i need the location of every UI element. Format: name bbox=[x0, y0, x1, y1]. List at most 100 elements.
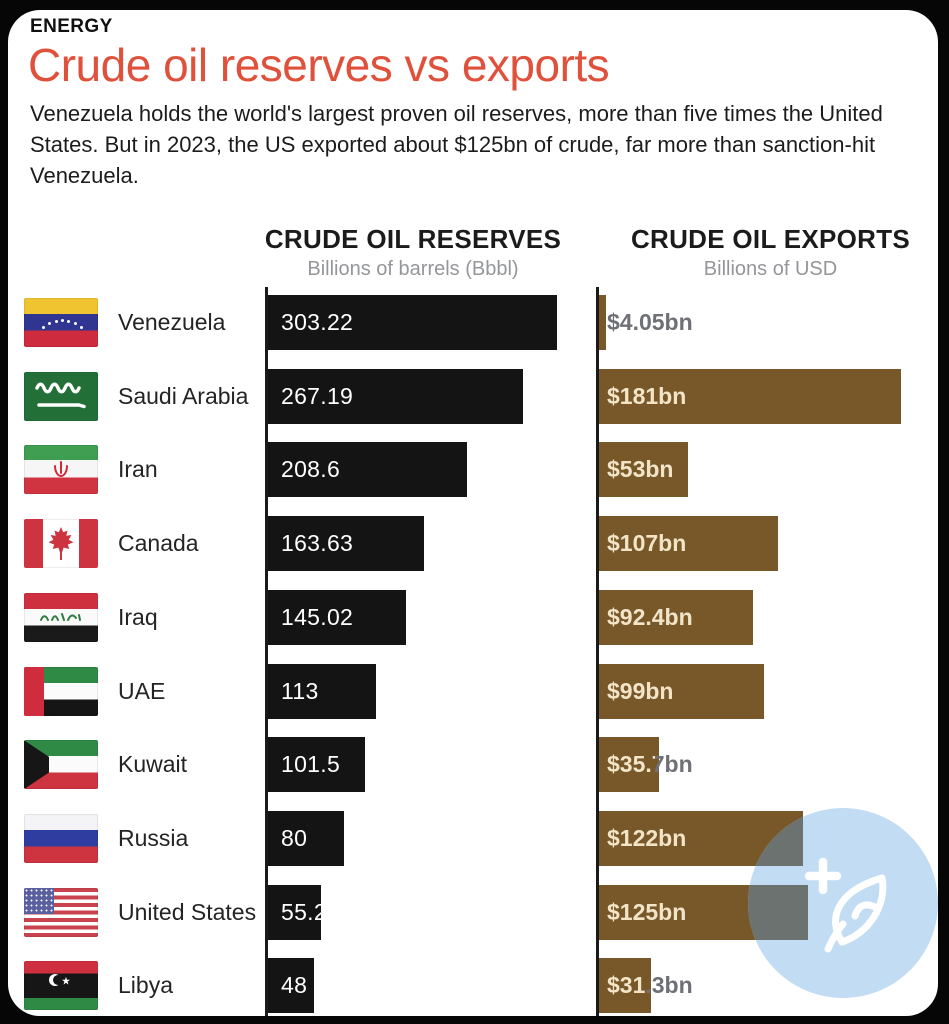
exports-bar bbox=[599, 516, 778, 572]
reserves-value: 55.2 bbox=[281, 898, 327, 925]
reserves-value: 80 bbox=[281, 824, 308, 851]
reserves-axis-line bbox=[265, 287, 268, 1016]
chart-row-iraq: Iraq 145.02 $92.4bn $92.4bn bbox=[8, 589, 938, 645]
chart-row-kuwait: Kuwait 101.5 $35.7bn $35.7bn bbox=[8, 737, 938, 793]
flag-kuwait bbox=[24, 740, 98, 790]
chart-row-iran: Iran 208.6 $53bn $53bn bbox=[8, 442, 938, 498]
country-label: Saudi Arabia bbox=[118, 382, 249, 409]
exports-value-outside: $4.05bn bbox=[607, 309, 693, 335]
reserves-value: 208.6 bbox=[281, 456, 341, 483]
reserves-bar: 163.63 bbox=[268, 516, 424, 572]
reserves-bar: 145.02 bbox=[268, 589, 407, 645]
exports-value-outside: $107bn bbox=[607, 530, 687, 557]
reserves-bar: 303.22 bbox=[268, 295, 557, 350]
exports-axis-line bbox=[596, 287, 599, 1016]
exports-value-clip: $31.3bn bbox=[599, 958, 647, 1013]
exports-bar bbox=[599, 589, 754, 645]
flag-saudi-arabia bbox=[24, 371, 98, 421]
exports-value-outside: $53bn bbox=[607, 456, 674, 483]
reserves-value: 267.19 bbox=[281, 382, 354, 409]
country-label: Libya bbox=[118, 972, 173, 999]
reserves-value: 163.63 bbox=[281, 530, 354, 557]
reserves-value: 101.5 bbox=[281, 751, 341, 778]
exports-value-clip: $92.4bn bbox=[599, 590, 749, 645]
exports-value: $107bn bbox=[607, 530, 687, 557]
flag-uae bbox=[24, 666, 98, 716]
reserves-value: 303.22 bbox=[281, 309, 354, 335]
chart-row-canada: Canada 163.63 $107bn $107bn bbox=[8, 516, 938, 572]
reserves-value: 145.02 bbox=[281, 603, 354, 630]
exports-bar bbox=[599, 442, 688, 498]
reserves-bar: 80 bbox=[268, 810, 345, 866]
country-label: Venezuela bbox=[118, 309, 226, 335]
exports-value: $35.7bn bbox=[607, 751, 655, 778]
country-label: Iran bbox=[118, 456, 158, 483]
reserves-bar: 113 bbox=[268, 663, 376, 719]
exports-value-clip: $107bn bbox=[599, 516, 774, 571]
exports-bar bbox=[599, 737, 659, 793]
chart-row-united-states: United States 55.2 $125bn $125bn bbox=[8, 884, 938, 940]
watermark-overlapped-bar bbox=[748, 810, 803, 866]
exports-value-outside: $181bn bbox=[607, 382, 687, 409]
chart-row-saudi-arabia: Saudi Arabia 267.19 $181bn $181bn bbox=[8, 368, 938, 424]
exports-value-clip: $122bn bbox=[599, 811, 799, 866]
exports-value: $92.4bn bbox=[607, 603, 693, 630]
flag-russia bbox=[24, 813, 98, 863]
country-label: United States bbox=[118, 898, 257, 925]
flag-iran bbox=[24, 445, 98, 495]
country-label: Russia bbox=[118, 824, 189, 851]
exports-value: $122bn bbox=[607, 824, 687, 851]
exports-bar bbox=[599, 663, 765, 719]
chart-row-venezuela: Venezuela 303.22 $4.05bn $4.05bn bbox=[8, 295, 938, 350]
reserves-column-unit: Billions of barrels (Bbbl) bbox=[307, 258, 519, 280]
exports-column-unit: Billions of USD bbox=[703, 258, 838, 280]
reserves-bar: 101.5 bbox=[268, 737, 365, 793]
country-label: Canada bbox=[118, 530, 199, 557]
exports-value-clip: $99bn bbox=[599, 664, 760, 719]
reserves-column-title: CRUDE OIL RESERVES bbox=[264, 224, 562, 254]
exports-value: $31.3bn bbox=[607, 972, 647, 999]
chart-row-uae: UAE 113 $99bn $99bn bbox=[8, 663, 938, 719]
reserves-bar: 267.19 bbox=[268, 368, 523, 424]
exports-bar bbox=[599, 958, 652, 1014]
country-label: Kuwait bbox=[118, 751, 188, 778]
exports-value: $125bn bbox=[607, 898, 687, 925]
watermark-circle bbox=[748, 808, 938, 998]
reserves-bar: 208.6 bbox=[268, 442, 467, 498]
exports-value-outside: $99bn bbox=[607, 677, 674, 704]
page-title: Crude oil reserves vs exports bbox=[28, 39, 610, 91]
flag-iraq bbox=[24, 592, 98, 642]
exports-value-outside: $35.7bn bbox=[607, 751, 693, 778]
exports-value: $53bn bbox=[607, 456, 674, 483]
exports-value: $181bn bbox=[607, 382, 687, 409]
exports-value: $4.05bn bbox=[599, 295, 602, 350]
exports-value-clip: $53bn bbox=[599, 442, 684, 497]
flag-venezuela bbox=[24, 298, 98, 347]
exports-value-outside: $31.3bn bbox=[607, 972, 693, 999]
reserves-bar: 55.2 bbox=[268, 884, 327, 940]
infographic-card: ENERGY Crude oil reserves vs exports Ven… bbox=[8, 10, 938, 1016]
chart-row-russia: Russia 80 $122bn $122bn bbox=[8, 810, 938, 866]
exports-value-outside: $122bn bbox=[607, 824, 687, 851]
flag-libya bbox=[24, 961, 98, 1011]
reserves-value: 113 bbox=[281, 677, 319, 704]
exports-column-title: CRUDE OIL EXPORTS bbox=[630, 224, 911, 254]
page-intro: Venezuela holds the world's largest prov… bbox=[30, 101, 883, 188]
exports-bar bbox=[599, 368, 902, 424]
exports-value-clip: $4.05bn bbox=[599, 295, 602, 350]
reserves-column-header: CRUDE OIL RESERVES Billions of barrels (… bbox=[248, 224, 578, 281]
exports-value: $99bn bbox=[607, 677, 674, 704]
flag-united-states bbox=[24, 887, 98, 937]
country-label: Iraq bbox=[118, 603, 158, 630]
exports-bar bbox=[599, 295, 606, 350]
exports-column-header: CRUDE OIL EXPORTS Billions of USD bbox=[598, 224, 938, 281]
exports-value-outside: $92.4bn bbox=[607, 603, 693, 630]
kicker: ENERGY bbox=[30, 16, 113, 37]
flag-canada bbox=[24, 519, 98, 569]
exports-value-clip: $35.7bn bbox=[599, 737, 655, 792]
exports-value-outside: $125bn bbox=[607, 898, 687, 925]
exports-value-clip: $125bn bbox=[599, 885, 804, 940]
country-label: UAE bbox=[118, 677, 166, 704]
reserves-value: 48 bbox=[281, 972, 308, 999]
chart-row-libya: Libya 48 $31.3bn $31.3bn bbox=[8, 958, 938, 1014]
